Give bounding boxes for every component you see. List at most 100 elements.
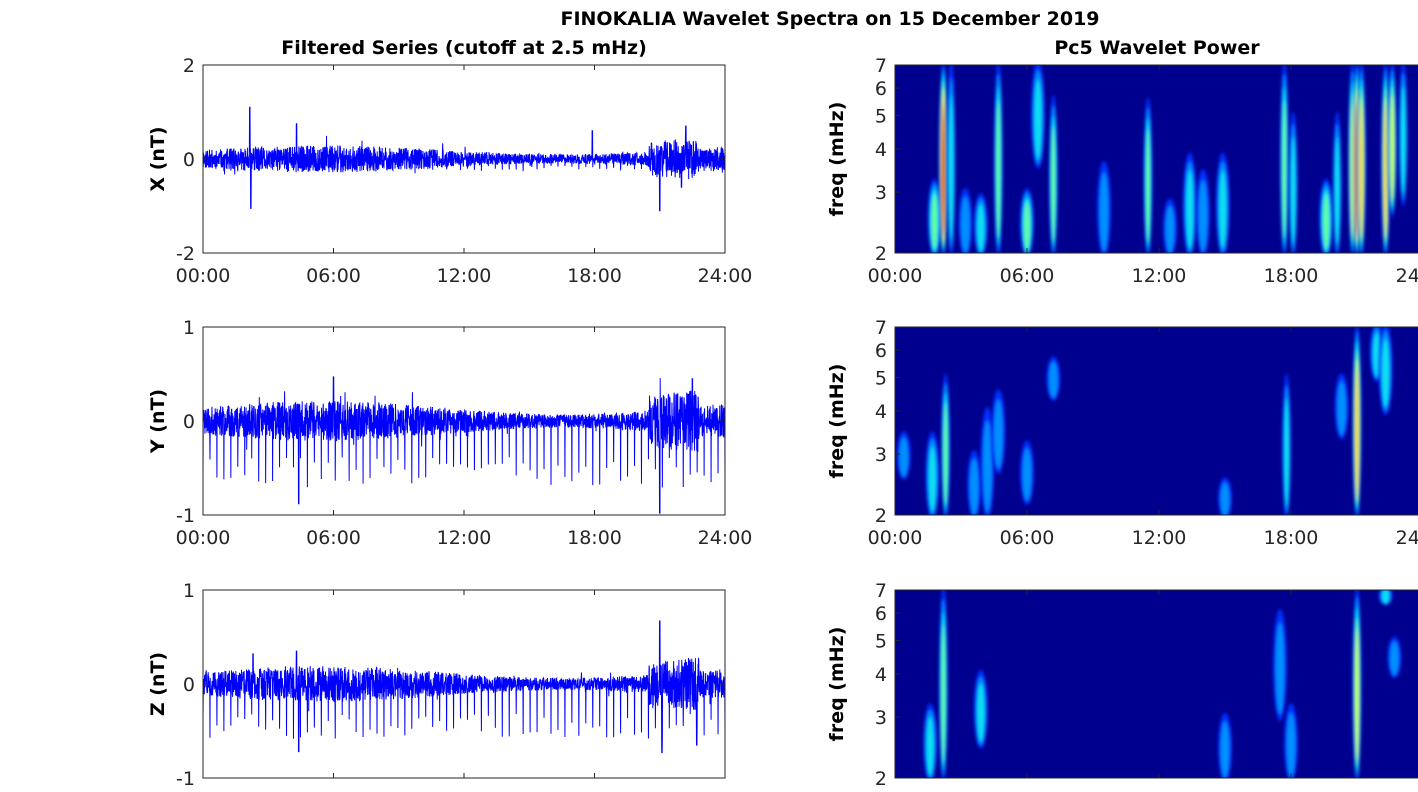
x-tick-label: 00:00 xyxy=(176,527,231,549)
timeseries-panel-y: 00:00 06:00 12:00 18:00 24:00 1 0 -1 Y (nT) xyxy=(147,317,752,549)
y-tick-label: -2 xyxy=(176,243,195,265)
y-tick-label: 0 xyxy=(183,149,195,171)
wavelet-burst xyxy=(939,65,948,253)
left-column-title: Filtered Series (cutoff at 2.5 mHz) xyxy=(281,37,647,59)
x-tick-label: 18:00 xyxy=(567,265,622,287)
y-tick-label: 1 xyxy=(183,317,195,339)
y-axis-label: Z (nT) xyxy=(147,652,169,716)
wavelet-burst xyxy=(925,431,940,515)
y-tick-label: 5 xyxy=(875,630,887,652)
y-tick-label: 4 xyxy=(875,664,887,686)
wavelet-burst xyxy=(1352,327,1362,515)
wavelet-burst xyxy=(1284,703,1298,778)
wavelet-burst xyxy=(1020,188,1034,253)
y-tick-label: 3 xyxy=(875,444,887,466)
wavelet-burst xyxy=(1218,713,1232,778)
y-tick-label: 1 xyxy=(183,580,195,602)
x-tick-label: 24:00 xyxy=(698,265,753,287)
y-tick-label: 2 xyxy=(875,768,887,788)
wavelet-burst xyxy=(1332,111,1342,253)
signal-line-x xyxy=(203,106,725,212)
wavelet-panel-z: 76 5 4 3 2 freq (mHz) xyxy=(826,580,1418,790)
wavelet-burst xyxy=(1319,178,1333,253)
y-axis-label: X (nT) xyxy=(147,126,169,191)
y-tick-label: 0 xyxy=(183,411,195,433)
y-axis-label: freq (mHz) xyxy=(826,102,848,217)
x-tick-label: 24:00 xyxy=(1396,527,1418,549)
timeseries-panel-x: 00:00 06:00 12:00 18:00 24:00 2 0 -2 X (nT) xyxy=(147,55,752,287)
x-tick-label: 12:00 xyxy=(1132,527,1187,549)
wavelet-burst xyxy=(1352,590,1362,778)
wavelet-burst xyxy=(946,65,956,253)
x-tick-label: 24:00 xyxy=(698,527,753,549)
wavelet-burst xyxy=(1280,65,1289,253)
wavelet-burst xyxy=(1218,477,1232,515)
wavelet-panel-x: 00:00 06:00 12:00 18:00 24:00 76 5 4 3 2 freq (mHz… xyxy=(826,55,1418,287)
y-tick-label: 7 xyxy=(875,580,887,602)
y-tick-label: -1 xyxy=(176,768,195,788)
x-tick-label: 12:00 xyxy=(1132,265,1187,287)
wavelet-burst xyxy=(939,590,948,778)
x-tick-label: 06:00 xyxy=(306,265,361,287)
y-tick-label: 3 xyxy=(875,707,887,729)
wavelet-burst xyxy=(974,193,988,253)
y-tick-label: 2 xyxy=(875,505,887,527)
wavelet-burst xyxy=(994,65,1003,253)
y-tick-label: 4 xyxy=(875,401,887,423)
x-tick-label: 18:00 xyxy=(1264,265,1319,287)
wavelet-burst xyxy=(1378,327,1393,415)
x-tick-label: 18:00 xyxy=(1264,527,1319,549)
wavelet-burst xyxy=(1183,152,1197,253)
y-tick-label: 4 xyxy=(875,139,887,161)
y-tick-label: 7 xyxy=(875,317,887,339)
wavelet-panel-y: 00:00 06:00 12:00 18:00 24:00 76 5 4 3 2 freq (mHz… xyxy=(826,317,1418,549)
y-tick-label: -1 xyxy=(176,505,195,527)
wavelet-burst xyxy=(1381,65,1390,253)
wavelet-burst xyxy=(1046,356,1061,401)
signal-line-y xyxy=(203,376,725,514)
wavelet-burst xyxy=(958,188,973,253)
wavelet-burst xyxy=(1387,636,1402,678)
y-tick-label: 2 xyxy=(875,243,887,265)
y-tick-label: 0 xyxy=(183,674,195,696)
wavelet-burst xyxy=(974,669,988,749)
y-tick-label: 5 xyxy=(875,105,887,127)
x-tick-label: 12:00 xyxy=(437,265,492,287)
wavelet-burst xyxy=(1020,440,1034,505)
wavelet-burst xyxy=(1097,160,1111,253)
x-tick-label: 06:00 xyxy=(1000,265,1055,287)
wavelet-burst xyxy=(1049,94,1058,253)
x-tick-label: 00:00 xyxy=(868,265,923,287)
x-tick-label: 06:00 xyxy=(306,527,361,549)
figure-title: FINOKALIA Wavelet Spectra on 15 December… xyxy=(560,8,1099,30)
wavelet-burst xyxy=(897,431,911,480)
wavelet-burst xyxy=(1334,373,1349,440)
timeseries-panel-z: 1 0 -1 Z (nT) xyxy=(147,580,726,790)
y-axis-label: freq (mHz) xyxy=(826,364,848,479)
wavelet-burst xyxy=(1357,65,1366,253)
x-tick-label: 24:00 xyxy=(1396,265,1418,287)
wavelet-burst xyxy=(1273,609,1287,722)
wavelet-burst xyxy=(1398,65,1408,207)
wavelet-burst xyxy=(980,406,995,515)
y-tick-label: 6 xyxy=(875,603,887,625)
signal-line-z xyxy=(203,620,725,754)
x-tick-label: 18:00 xyxy=(567,527,622,549)
y-tick-label: 6 xyxy=(875,340,887,362)
x-tick-label: 12:00 xyxy=(437,527,492,549)
wavelet-burst xyxy=(1378,590,1393,606)
y-axis-label: Y (nT) xyxy=(147,389,169,454)
wavelet-burst xyxy=(967,450,981,515)
wavelet-burst xyxy=(1387,65,1397,218)
wavelet-burst xyxy=(1031,65,1045,169)
y-tick-label: 6 xyxy=(875,78,887,100)
y-tick-label: 5 xyxy=(875,367,887,389)
wavelet-burst xyxy=(941,373,950,515)
wavelet-burst xyxy=(1196,169,1210,253)
wavelet-burst xyxy=(1216,152,1230,253)
wavelet-burst xyxy=(1143,97,1153,253)
wavelet-burst xyxy=(1282,373,1291,515)
y-tick-label: 7 xyxy=(875,55,887,77)
y-tick-label: 3 xyxy=(875,182,887,204)
